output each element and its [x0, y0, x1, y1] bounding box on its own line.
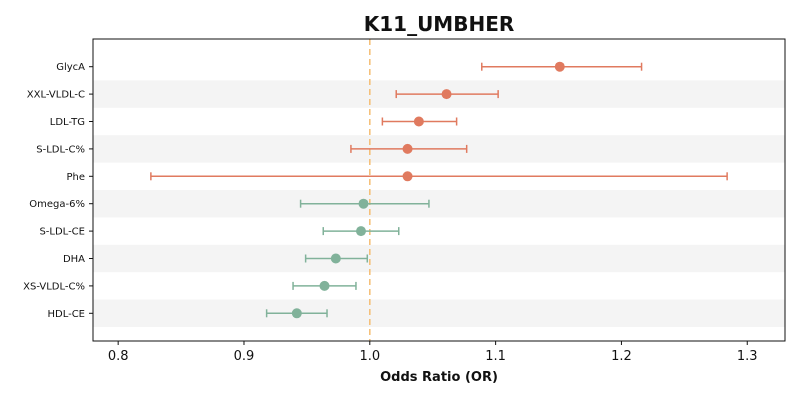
plot-frame: [92, 38, 786, 342]
data-row: [265, 308, 328, 319]
x-tick-label: 0.9: [234, 349, 255, 364]
y-tick-label: Phe: [66, 172, 85, 183]
y-tick-label: GlycA: [56, 62, 85, 73]
y-tick-label: DHA: [63, 254, 85, 265]
data-row: [292, 280, 357, 291]
y-tick-label: XS-VLDL-C%: [23, 281, 85, 292]
y-tick-label: S-LDL-CE: [39, 227, 85, 238]
x-tick-label: 1.3: [737, 349, 758, 364]
data-row: [350, 143, 468, 154]
or-point: [319, 280, 330, 291]
or-point: [291, 308, 302, 319]
data-rows: [150, 61, 728, 319]
or-point: [355, 226, 366, 237]
data-row: [481, 61, 643, 72]
or-point: [441, 89, 452, 100]
x-axis: 0.8 0.9 1.0 1.1 1.2 1.3: [108, 341, 758, 364]
or-point: [330, 253, 341, 264]
y-axis-labels: GlycA XXL-VLDL-C LDL-TG S-LDL-C% Phe Omega-6%…: [23, 62, 93, 320]
data-row: [381, 116, 458, 127]
or-point: [358, 198, 369, 209]
y-tick-label: LDL-TG: [50, 117, 85, 128]
row-bands: [93, 80, 785, 327]
x-tick-label: 1.1: [485, 349, 506, 364]
data-row: [150, 171, 728, 182]
row-band: [93, 244, 785, 273]
y-tick-label: XXL-VLDL-C: [27, 90, 85, 101]
y-tick-label: S-LDL-C%: [36, 144, 85, 155]
chart-title: K11_UMBHER: [364, 12, 515, 36]
data-row: [299, 198, 430, 209]
row-band: [93, 190, 785, 218]
or-point: [554, 61, 565, 72]
or-point: [413, 116, 424, 127]
row-band: [93, 299, 785, 327]
y-tick-label: Omega-6%: [29, 199, 85, 210]
or-point: [402, 171, 413, 182]
x-tick-label: 1.2: [611, 349, 632, 364]
x-tick-label: 0.8: [108, 349, 129, 364]
or-point: [402, 143, 413, 154]
x-axis-label: Odds Ratio (OR): [380, 370, 498, 385]
y-tick-label: HDL-CE: [47, 309, 85, 320]
data-row: [395, 89, 499, 100]
data-row: [304, 253, 369, 264]
x-tick-label: 1.0: [359, 349, 380, 364]
data-row: [322, 226, 400, 237]
